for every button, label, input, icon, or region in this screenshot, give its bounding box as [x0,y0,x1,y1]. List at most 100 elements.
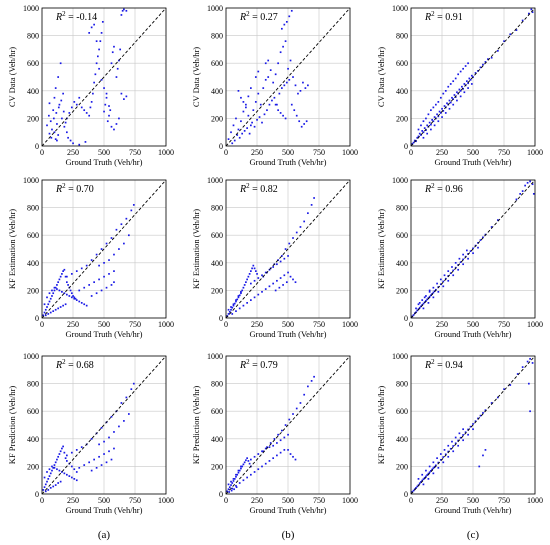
data-point [103,453,105,455]
data-point [115,123,118,125]
x-tick-label: 750 [498,496,510,505]
x-axis-label: Ground Truth (Veh/hr) [66,157,143,167]
data-point [274,289,277,292]
plot-frame [41,179,167,319]
data-point [48,102,51,105]
y-tick-label: 800 [396,380,408,389]
data-point [264,62,267,65]
data-point [247,95,250,98]
data-point [283,449,286,451]
data-point [289,59,292,62]
data-point [52,109,55,112]
data-point [490,226,493,228]
data-point [413,139,416,142]
data-point [452,445,455,447]
data-point [108,450,110,453]
data-point [425,295,427,297]
data-point [63,268,66,271]
data-point [487,58,489,60]
data-point [257,453,260,455]
x-tick-label: 750 [498,148,510,157]
data-point [427,302,430,304]
data-point [497,49,499,52]
x-tick-label: 1000 [342,148,358,157]
data-point [49,311,52,314]
data-point [422,131,425,134]
data-point [474,420,477,423]
data-point [232,480,235,482]
data-point [432,472,435,475]
r-squared-annotation: R2 = 0.91 [424,10,463,23]
data-point [459,70,462,73]
data-point [459,95,462,98]
data-point [452,98,455,100]
data-point [245,103,247,106]
data-point [50,136,53,139]
data-point [264,271,267,274]
data-point [64,457,67,460]
data-point [90,469,93,472]
data-point [237,471,240,474]
y-tick-label: 200 [211,462,223,471]
r-squared-exponent: 2 [431,358,435,366]
data-point [285,81,288,84]
y-axis-label: KF Prediction (Veh/hr) [376,386,386,465]
data-point [435,464,437,467]
data-point [90,295,93,297]
y-tick-label: 0 [35,490,39,499]
data-point [426,132,429,135]
r-squared-annotation: R2 = 0.27 [239,10,278,23]
data-point [454,77,457,80]
data-point [257,92,260,95]
data-point [279,451,282,454]
data-point [468,77,471,80]
data-point [254,101,257,103]
y-tick-label: 1000 [207,352,223,361]
data-point [231,142,234,145]
data-point [98,264,100,267]
data-point [47,313,50,315]
r-squared-exponent: 2 [431,10,435,18]
x-tick-label: 0 [409,320,413,329]
data-point [449,83,452,85]
y-tick-label: 600 [27,231,39,240]
y-tick-label: 800 [27,32,39,41]
data-point [490,402,493,404]
data-point [457,268,460,271]
data-point [430,109,432,112]
data-point [427,472,430,475]
data-point [105,242,108,245]
y-tick-label: 1000 [23,176,39,185]
data-point [521,190,524,192]
data-point [284,424,287,426]
r-squared-exponent: 2 [62,182,66,190]
data-point [262,450,265,453]
data-point [294,281,297,284]
data-point [123,98,125,100]
data-point [46,296,48,299]
data-point [250,124,252,127]
data-point [295,114,298,117]
data-point [484,449,487,451]
data-point [464,431,467,434]
data-point [105,92,108,95]
data-point [83,109,86,112]
data-point [451,440,453,443]
data-point [94,73,97,76]
data-point [73,478,76,480]
data-point [300,125,303,128]
data-point [60,99,63,102]
r-squared-value: = -0.14 [66,12,97,23]
data-point [90,26,93,29]
data-point [439,112,442,114]
y-tick-label: 400 [27,435,39,444]
data-point [253,125,256,128]
y-tick-label: 400 [211,259,223,268]
x-tick-label: 250 [436,496,448,505]
data-point [242,463,245,466]
data-point [230,489,233,492]
data-point [52,485,55,488]
data-point [100,426,103,429]
data-point [57,307,60,310]
reference-line [410,179,536,319]
